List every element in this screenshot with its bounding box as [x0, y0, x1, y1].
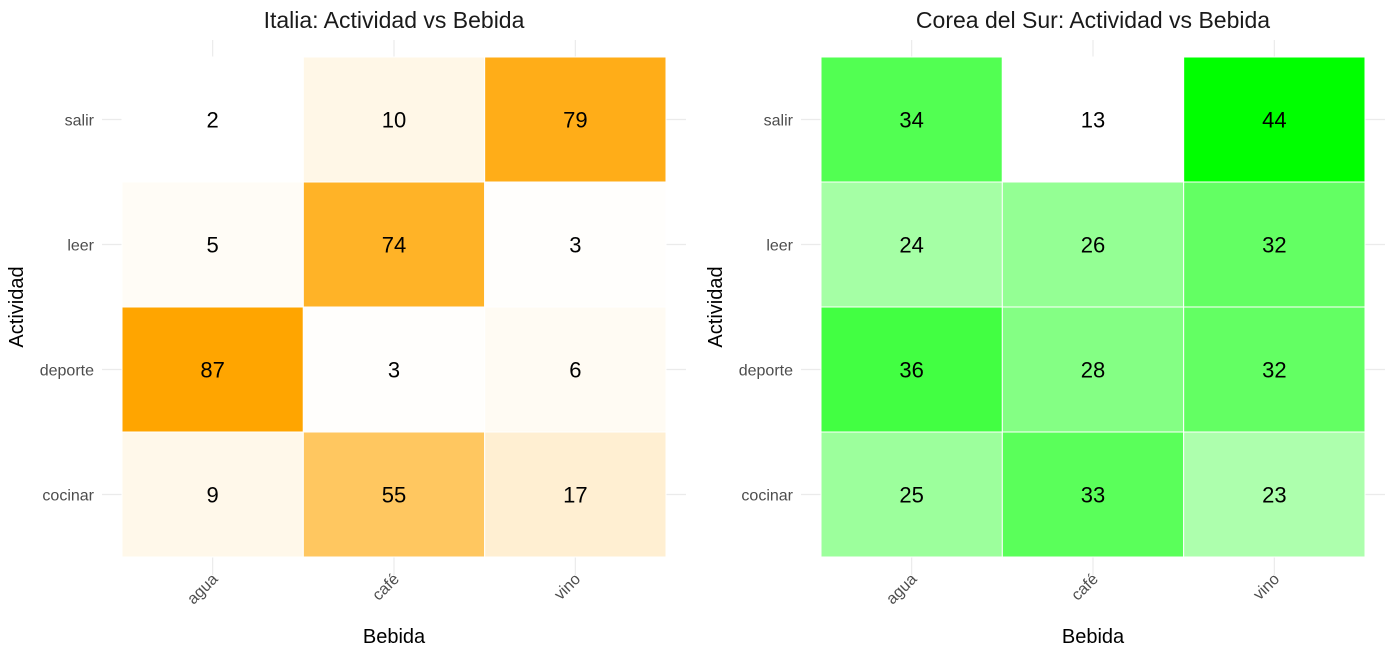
italia-panel: 2 10 79 5 74 3 87 3 6 9 55 17 salir leer deporte cocina…	[6, 7, 686, 648]
corea-x-tick-label: café	[1068, 571, 1101, 604]
corea-cell-labels: 34 13 44 24 26 32 36 28 32 25 33 23	[899, 108, 1286, 508]
italia-x-tick-label: vino	[551, 571, 584, 604]
italia-cell-labels: 2 10 79 5 74 3 87 3 6 9 55 17	[200, 108, 587, 508]
italia-tile-cocinar-vino	[484, 431, 667, 558]
italia-tile-deporte-agua	[121, 306, 304, 433]
corea-tile-leer-café	[1001, 181, 1185, 308]
italia-cell-value: 74	[382, 233, 406, 258]
corea-cell-value: 28	[1081, 358, 1105, 383]
corea-tile-leer-agua	[820, 181, 1003, 308]
italia-cell-value: 10	[382, 108, 406, 133]
corea-tile-cocinar-vino	[1183, 431, 1366, 558]
italia-tile-leer-vino	[484, 181, 667, 308]
corea-x-axis-title: Bebida	[1062, 626, 1125, 648]
italia-y-tick-label: cocinar	[42, 488, 94, 505]
italia-cell-value: 3	[388, 358, 400, 383]
italia-y-tick-label: deporte	[40, 363, 94, 380]
italia-tile-leer-agua	[121, 181, 304, 308]
italia-cell-value: 87	[200, 358, 224, 383]
italia-chart-title: Italia: Actividad vs Bebida	[264, 7, 525, 33]
corea-x-tick-label: vino	[1250, 571, 1283, 604]
corea-cell-value: 26	[1081, 233, 1105, 258]
italia-y-tick-label: leer	[67, 238, 94, 255]
italia-cell-value: 3	[569, 233, 581, 258]
corea-cell-value: 13	[1081, 108, 1105, 133]
corea-panel: 34 13 44 24 26 32 36 28 32 25 33 23 salir leer deporte…	[705, 7, 1385, 648]
corea-y-tick-label: leer	[766, 238, 793, 255]
italia-tile-cocinar-agua	[121, 431, 304, 558]
italia-cell-value: 6	[569, 358, 581, 383]
corea-tile-leer-vino	[1183, 181, 1366, 308]
corea-y-tick-label: deporte	[739, 363, 793, 380]
italia-cell-value: 55	[382, 483, 406, 508]
italia-x-axis: agua café vino	[184, 571, 584, 608]
corea-x-tick-label: agua	[883, 571, 920, 608]
corea-tiles	[820, 56, 1366, 558]
corea-cell-value: 32	[1262, 358, 1286, 383]
corea-tile-salir-vino	[1183, 56, 1366, 183]
corea-cell-value: 33	[1081, 483, 1105, 508]
corea-cell-value: 25	[899, 483, 923, 508]
corea-y-axis-title: Actividad	[705, 266, 727, 347]
italia-tile-salir-café	[302, 56, 486, 183]
italia-tile-salir-vino	[484, 56, 667, 183]
corea-tile-salir-agua	[820, 56, 1003, 183]
corea-cell-value: 44	[1262, 108, 1286, 133]
italia-cell-value: 2	[207, 108, 219, 133]
italia-x-tick-label: café	[369, 571, 402, 604]
corea-tile-deporte-café	[1001, 306, 1185, 433]
italia-x-tick-label: agua	[184, 571, 221, 608]
italia-tile-deporte-vino	[484, 306, 667, 433]
italia-cell-value: 5	[207, 233, 219, 258]
corea-cell-value: 34	[899, 108, 923, 133]
italia-y-axis: salir leer deporte cocinar	[40, 113, 95, 505]
corea-cell-value: 23	[1262, 483, 1286, 508]
italia-y-tick-label: salir	[65, 113, 95, 130]
corea-y-tick-label: salir	[764, 113, 794, 130]
corea-y-tick-label: cocinar	[741, 488, 793, 505]
italia-tile-leer-café	[302, 181, 486, 308]
italia-y-axis-title: Actividad	[6, 266, 28, 347]
corea-tile-salir-café	[1001, 56, 1185, 183]
corea-cell-value: 32	[1262, 233, 1286, 258]
italia-tile-deporte-café	[302, 306, 486, 433]
italia-tiles	[121, 56, 667, 558]
corea-y-axis: salir leer deporte cocinar	[739, 113, 794, 505]
corea-cell-value: 36	[899, 358, 923, 383]
corea-x-axis: agua café vino	[883, 571, 1283, 608]
italia-x-axis-title: Bebida	[363, 626, 426, 648]
corea-tile-deporte-vino	[1183, 306, 1366, 433]
corea-tile-cocinar-agua	[820, 431, 1003, 558]
corea-cell-value: 24	[899, 233, 923, 258]
italia-cell-value: 17	[563, 483, 587, 508]
italia-cell-value: 9	[207, 483, 219, 508]
italia-cell-value: 79	[563, 108, 587, 133]
corea-chart-title: Corea del Sur: Actividad vs Bebida	[916, 7, 1270, 33]
italia-tile-cocinar-café	[302, 431, 486, 558]
